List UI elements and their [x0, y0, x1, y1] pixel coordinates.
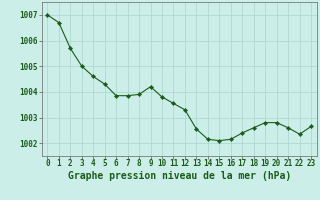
X-axis label: Graphe pression niveau de la mer (hPa): Graphe pression niveau de la mer (hPa) [68, 171, 291, 181]
